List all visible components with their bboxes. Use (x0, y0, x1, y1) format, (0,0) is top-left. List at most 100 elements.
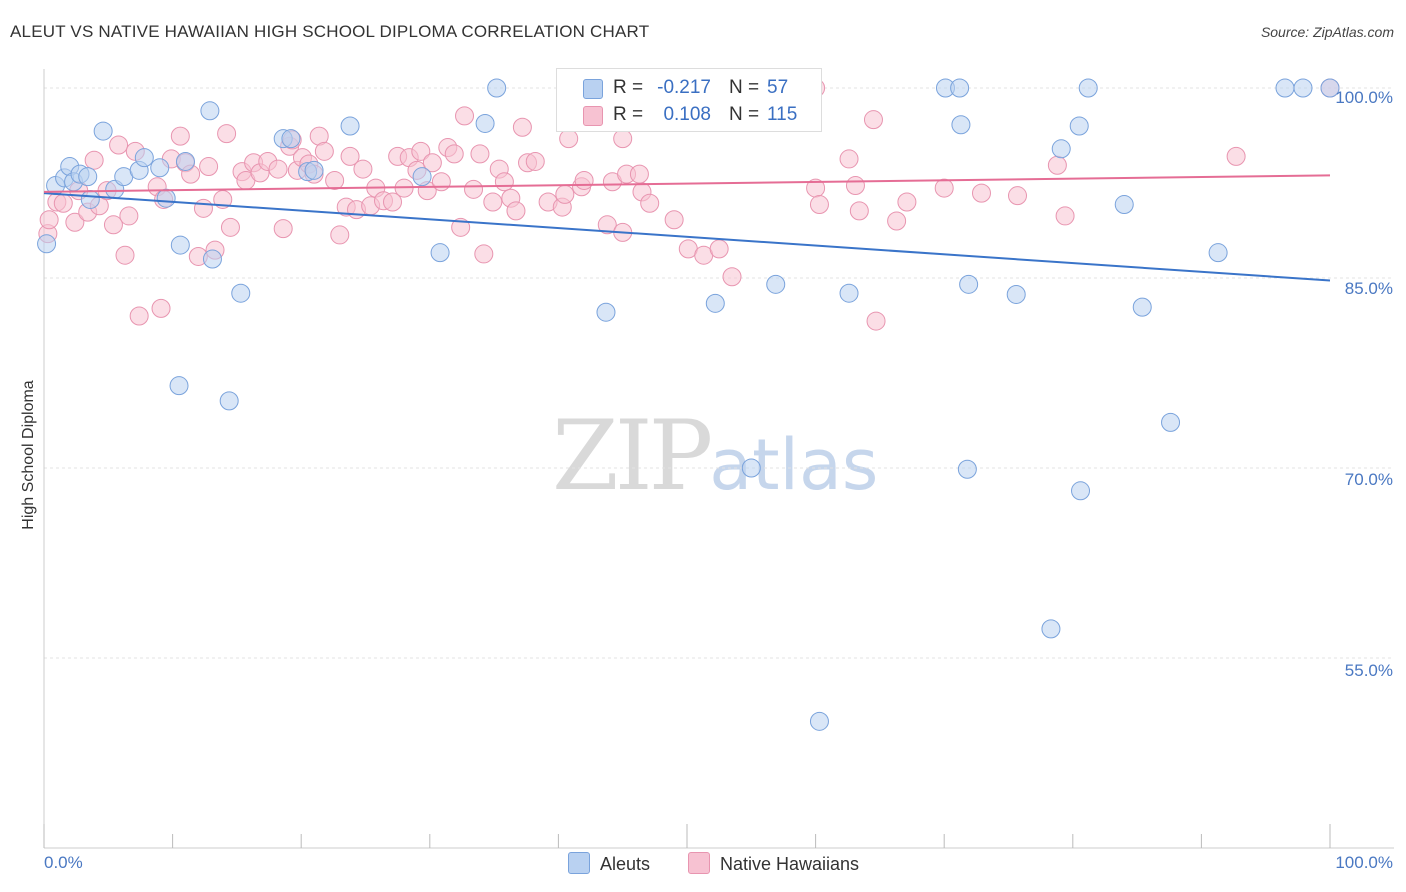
x-tick-label-100: 100.0% (1335, 853, 1393, 872)
aleuts-point (430, 243, 450, 263)
native-hawaiians-point (555, 184, 575, 204)
native-hawaiians-point (845, 176, 865, 196)
native-hawaiians-point (640, 193, 660, 213)
native-hawaiians-point (115, 245, 135, 265)
aleuts-point (304, 160, 324, 180)
native-hawaiians-point (103, 215, 123, 235)
aleuts-point (231, 283, 251, 303)
aleuts-point (951, 115, 971, 135)
aleuts-point (1069, 116, 1089, 136)
aleuts-point (169, 376, 189, 396)
aleuts-point (1293, 78, 1313, 98)
native-hawaiians-legend-label: Native Hawaiians (720, 854, 860, 874)
aleuts-point (93, 121, 113, 141)
aleuts-point (219, 391, 239, 411)
aleuts-point (809, 711, 829, 731)
aleuts-point (1071, 481, 1091, 501)
y-tick-label-55: 55.0% (1344, 661, 1393, 680)
native-hawaiians-point (314, 141, 334, 161)
native-hawaiians-trend-line (43, 174, 1331, 193)
native-hawaiians-point (353, 159, 373, 179)
native-hawaiians-point (109, 135, 129, 155)
aleuts-point (37, 234, 57, 254)
native-hawaiians-point (934, 178, 954, 198)
native-hawaiians-point (483, 192, 503, 212)
native-hawaiians-point (722, 267, 742, 287)
aleuts-point (1208, 243, 1228, 263)
native-hawaiians-point (330, 225, 350, 245)
aleuts-point (959, 274, 979, 294)
aleuts-trend-line (43, 192, 1331, 282)
legend-item-aleuts[interactable]: Aleuts (568, 852, 650, 875)
aleuts-point (200, 101, 220, 121)
axes (43, 69, 1394, 849)
native-hawaiians-point (383, 192, 403, 212)
native-hawaiians-point (709, 239, 729, 259)
native-hawaiians-point (151, 298, 171, 318)
native-hawaiians-point (470, 144, 490, 164)
native-hawaiians-point (525, 151, 545, 171)
aleuts-point (957, 459, 977, 479)
native-hawaiians-point (268, 159, 288, 179)
native-hawaiians-point (849, 201, 869, 221)
n-value: 57 (767, 77, 789, 98)
native-hawaiians-point (664, 210, 684, 230)
native-hawaiians-point (119, 206, 139, 226)
y-tick-label-70: 70.0% (1344, 470, 1393, 489)
y-tick-label-100: 100.0% (1335, 88, 1393, 107)
aleuts-point (596, 302, 616, 322)
aleuts-point (150, 158, 170, 178)
aleuts-legend-label: Aleuts (600, 854, 651, 874)
native-hawaiians-point (129, 306, 149, 326)
native-hawaiians-point (494, 172, 514, 192)
native-hawaiians-swatch (583, 106, 603, 126)
native-hawaiians-point (506, 201, 526, 221)
aleuts-point (78, 167, 98, 187)
native-hawaiians-point (65, 212, 85, 232)
native-hawaiians-point (809, 195, 829, 215)
aleuts-swatch (583, 79, 603, 99)
n-label: N = (729, 77, 760, 98)
aleuts-point (1275, 78, 1295, 98)
native-hawaiians-point (863, 110, 883, 130)
r-label: R = (613, 104, 644, 125)
aleuts-point (202, 249, 222, 269)
native-hawaiians-point (411, 141, 431, 161)
native-hawaiians-point (887, 211, 907, 231)
n-value: 115 (767, 104, 798, 125)
watermark-atlas: atlas (709, 424, 879, 506)
native-hawaiians-point (39, 210, 59, 230)
aleuts-point (839, 283, 859, 303)
native-hawaiians-point (444, 144, 464, 164)
native-hawaiians-point (1008, 186, 1028, 206)
aleuts-point (175, 151, 195, 171)
native-hawaiians-point (273, 219, 293, 239)
aleuts-point (705, 293, 725, 313)
aleuts-point (741, 458, 761, 478)
aleuts-point (1132, 297, 1152, 317)
aleuts-point (134, 148, 154, 168)
x-tick-label-0: 0.0% (44, 853, 83, 872)
native-hawaiians-point (897, 192, 917, 212)
aleuts-point (412, 167, 432, 187)
aleuts-point (340, 116, 360, 136)
aleuts-point (1161, 412, 1181, 432)
legend-item-native-hawaiians[interactable]: Native Hawaiians (688, 852, 859, 875)
native-hawaiians-point (559, 129, 579, 149)
native-hawaiians-point (1047, 155, 1067, 175)
native-hawaiians-point (422, 153, 442, 173)
aleuts-point (1320, 78, 1340, 98)
native-hawaiians-point (866, 311, 886, 331)
native-hawaiians-point (199, 157, 219, 177)
source-label: Source: ZipAtlas.com (1260, 24, 1394, 40)
native-hawaiians-point (1226, 146, 1246, 166)
y-tick-label-85: 85.0% (1344, 279, 1393, 298)
native-hawaiians-point (84, 150, 104, 170)
aleuts-point (950, 78, 970, 98)
r-label: R = (613, 77, 644, 98)
native-hawaiians-point (839, 149, 859, 169)
stats-legend: R = -0.217 N = 57 R = 0.108 N = 115 (556, 68, 822, 132)
chart-title: ALEUT VS NATIVE HAWAIIAN HIGH SCHOOL DIP… (10, 22, 650, 41)
aleuts-point (1006, 284, 1026, 304)
